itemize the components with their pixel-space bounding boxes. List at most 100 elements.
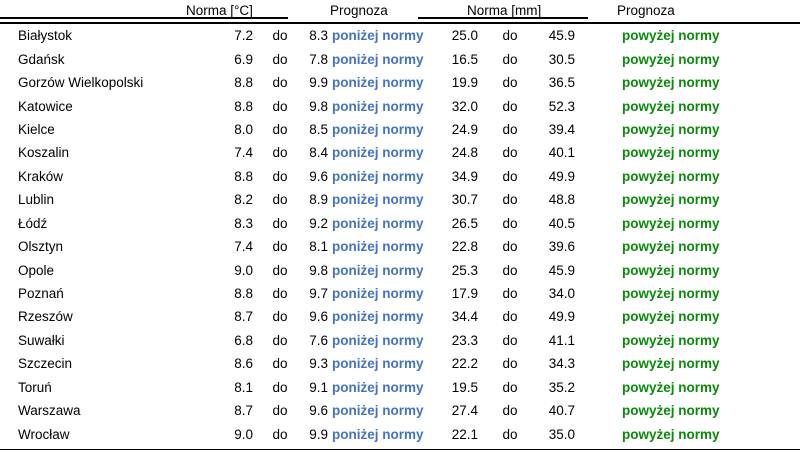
header-temp-forecast: Prognoza: [330, 3, 388, 18]
table-row: Poznań 8.8 do 9.7 poniżej normy 17.9 do 34.0 pow…: [0, 282, 800, 305]
precip-norm-high: 34.3: [548, 356, 575, 372]
temp-forecast: poniżej normy: [332, 121, 424, 137]
separator-word: do: [502, 215, 518, 231]
table-row: Kielce 8.0 do 8.5 poniżej normy 24.9 do 39.4 pow…: [0, 118, 800, 141]
precip-norm-high: 45.9: [548, 262, 575, 278]
precip-norm-high: 34.0: [548, 286, 575, 302]
temp-forecast: poniżej normy: [332, 379, 424, 395]
table-row: Kraków 8.8 do 9.6 poniżej normy 34.9 do 49.9 pow…: [0, 165, 800, 188]
precip-forecast: powyżej normy: [622, 332, 720, 348]
header-underline-temp-group: [0, 17, 288, 19]
precip-norm-low: 22.2: [451, 356, 478, 372]
city-name: Koszalin: [18, 145, 70, 161]
separator-word: do: [502, 403, 518, 419]
temp-forecast: poniżej normy: [332, 145, 424, 161]
temp-forecast: poniżej normy: [332, 309, 424, 325]
temp-forecast: poniżej normy: [332, 28, 424, 44]
precip-forecast: powyżej normy: [622, 28, 720, 44]
separator-word: do: [502, 239, 518, 255]
precip-forecast: powyżej normy: [622, 215, 720, 231]
table-body: Białystok 7.2 do 8.3 poniżej normy 25.0 do 45.9…: [0, 24, 800, 446]
table-row: Opole 9.0 do 9.8 poniżej normy 25.3 do 45.9 powy…: [0, 258, 800, 281]
precip-norm-low: 34.4: [451, 309, 478, 325]
precip-forecast: powyżej normy: [622, 286, 720, 302]
separator-word: do: [502, 168, 518, 184]
city-name: Białystok: [18, 28, 73, 44]
separator-word: do: [502, 121, 518, 137]
table-row: Toruń 8.1 do 9.1 poniżej normy 19.5 do 35.2 powy…: [0, 376, 800, 399]
precip-norm-low: 30.7: [451, 192, 478, 208]
temp-norm-low: 9.0: [234, 262, 253, 278]
separator-word: do: [272, 168, 288, 184]
separator-word: do: [272, 28, 288, 44]
precip-forecast: powyżej normy: [622, 51, 720, 67]
temp-norm-low: 8.8: [234, 168, 253, 184]
separator-word: do: [502, 75, 518, 91]
city-name: Wrocław: [18, 426, 70, 442]
precip-norm-low: 19.9: [451, 75, 478, 91]
precip-norm-high: 52.3: [548, 98, 575, 114]
city-name: Szczecin: [18, 356, 73, 372]
city-name: Suwałki: [18, 332, 65, 348]
separator-word: do: [502, 51, 518, 67]
separator-word: do: [272, 379, 288, 395]
temp-norm-low: 8.1: [234, 379, 253, 395]
temp-norm-high: 7.8: [309, 51, 328, 67]
temp-forecast: poniżej normy: [332, 168, 424, 184]
temp-norm-high: 8.3: [309, 28, 328, 44]
city-name: Łódź: [18, 215, 48, 231]
precip-norm-high: 48.8: [548, 192, 575, 208]
precip-norm-low: 24.9: [451, 121, 478, 137]
precip-norm-low: 19.5: [451, 379, 478, 395]
temp-norm-high: 9.3: [309, 356, 328, 372]
precip-forecast: powyżej normy: [622, 75, 720, 91]
temp-forecast: poniżej normy: [332, 192, 424, 208]
separator-word: do: [502, 192, 518, 208]
separator-word: do: [272, 426, 288, 442]
temp-norm-high: 9.6: [309, 403, 328, 419]
temp-norm-high: 8.5: [309, 121, 328, 137]
temp-norm-high: 8.1: [309, 239, 328, 255]
city-name: Poznań: [18, 286, 64, 302]
temp-norm-high: 9.8: [309, 98, 328, 114]
separator-word: do: [272, 121, 288, 137]
precip-norm-high: 36.5: [548, 75, 575, 91]
separator-word: do: [502, 145, 518, 161]
precip-norm-high: 49.9: [548, 309, 575, 325]
temp-forecast: poniżej normy: [332, 51, 424, 67]
separator-word: do: [502, 262, 518, 278]
precip-norm-low: 34.9: [451, 168, 478, 184]
table-row: Suwałki 6.8 do 7.6 poniżej normy 23.3 do 41.1 po…: [0, 329, 800, 352]
precip-norm-high: 49.9: [548, 168, 575, 184]
table-row: Białystok 7.2 do 8.3 poniżej normy 25.0 do 45.9…: [0, 24, 800, 47]
city-name: Opole: [18, 262, 55, 278]
temp-norm-high: 9.7: [309, 286, 328, 302]
precip-forecast: powyżej normy: [622, 356, 720, 372]
separator-word: do: [272, 332, 288, 348]
precip-forecast: powyżej normy: [622, 98, 720, 114]
precip-norm-high: 39.6: [548, 239, 575, 255]
precip-norm-low: 25.3: [451, 262, 478, 278]
table-row: Olsztyn 7.4 do 8.1 poniżej normy 22.8 do 39.6 po…: [0, 235, 800, 258]
separator-word: do: [272, 286, 288, 302]
temp-forecast: poniżej normy: [332, 426, 424, 442]
temp-norm-low: 7.2: [234, 28, 253, 44]
temp-norm-low: 7.4: [234, 239, 253, 255]
separator-word: do: [272, 145, 288, 161]
temp-norm-high: 9.6: [309, 168, 328, 184]
temp-norm-low: 8.8: [234, 286, 253, 302]
precip-norm-low: 24.8: [451, 145, 478, 161]
city-name: Kraków: [18, 168, 64, 184]
separator-word: do: [502, 28, 518, 44]
table-row: Warszawa 8.7 do 9.6 poniżej normy 27.4 do 40.7 p…: [0, 399, 800, 422]
temp-forecast: poniżej normy: [332, 286, 424, 302]
precip-forecast: powyżej normy: [622, 379, 720, 395]
separator-word: do: [272, 262, 288, 278]
separator-word: do: [502, 332, 518, 348]
precip-norm-low: 22.8: [451, 239, 478, 255]
temp-norm-high: 9.2: [309, 215, 328, 231]
precip-norm-high: 40.5: [548, 215, 575, 231]
separator-word: do: [272, 192, 288, 208]
table-header-row: Norma [°C] Prognoza Norma [mm] Prognoza: [0, 0, 800, 24]
